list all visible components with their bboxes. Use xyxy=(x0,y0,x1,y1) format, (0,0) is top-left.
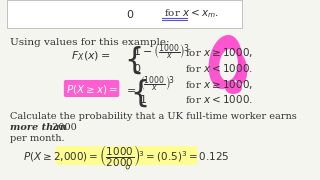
Text: $1$: $1$ xyxy=(139,93,147,105)
Ellipse shape xyxy=(232,52,247,84)
Text: $F_X(x) =$: $F_X(x) =$ xyxy=(71,49,111,63)
Text: for $x < 1000.$: for $x < 1000.$ xyxy=(185,93,253,105)
Text: Calculate the probability that a UK full-time worker earns: Calculate the probability that a UK full… xyxy=(10,112,300,121)
Text: 2000: 2000 xyxy=(49,123,76,132)
Ellipse shape xyxy=(219,49,238,81)
Text: $0$: $0$ xyxy=(133,62,141,74)
Text: $\{$: $\{$ xyxy=(124,44,142,76)
Text: $\left(\frac{1000}{x}\right)^{\!3}$: $\left(\frac{1000}{x}\right)^{\!3}$ xyxy=(139,74,175,94)
Text: per month.: per month. xyxy=(10,134,65,143)
Ellipse shape xyxy=(225,82,242,94)
FancyBboxPatch shape xyxy=(64,80,119,97)
FancyBboxPatch shape xyxy=(55,146,197,165)
Text: $1 - \left(\frac{1000}{x}\right)^{\!3}$: $1 - \left(\frac{1000}{x}\right)^{\!3}$ xyxy=(133,42,189,62)
Text: for $x \geq 1000,$: for $x \geq 1000,$ xyxy=(185,46,253,58)
Text: $=$: $=$ xyxy=(124,84,137,94)
Text: $P(X \geq 2{,}000) = \left(\dfrac{1000}{2000}\right)^{\!3} = (0.5)^3 = 0.125$: $P(X \geq 2{,}000) = \left(\dfrac{1000}{… xyxy=(23,143,229,169)
Text: for $x \geq 1000,$: for $x \geq 1000,$ xyxy=(185,78,253,91)
Ellipse shape xyxy=(209,35,242,89)
Text: Using values for this example:: Using values for this example: xyxy=(10,38,170,47)
Text: for $x < 1000.$: for $x < 1000.$ xyxy=(185,62,253,74)
Text: for $x < x_m$.: for $x < x_m$. xyxy=(164,8,219,20)
Text: $\{$: $\{$ xyxy=(130,77,148,109)
Text: more than: more than xyxy=(10,123,67,132)
FancyBboxPatch shape xyxy=(7,0,242,28)
Ellipse shape xyxy=(126,165,129,169)
Text: $0$: $0$ xyxy=(126,8,134,20)
Text: $P(X \geq x) =$: $P(X \geq x) =$ xyxy=(66,82,117,96)
